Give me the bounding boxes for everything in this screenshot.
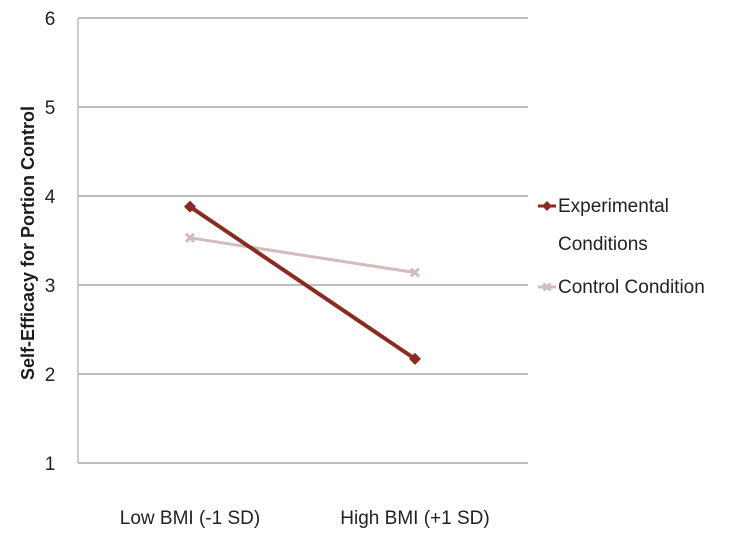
- series-1-point-1: [409, 267, 421, 278]
- y-axis-label: Self-Efficacy for Portion Control: [18, 106, 38, 380]
- y-tick-label: 1: [45, 454, 56, 475]
- x-tick-labels: Low BMI (-1 SD) High BMI (+1 SD): [120, 508, 490, 529]
- legend-label-1: Control Condition: [558, 277, 705, 298]
- series-1-point-0: [184, 232, 196, 243]
- x-tick-label: High BMI (+1 SD): [340, 508, 489, 529]
- legend: Experimental Conditions Control Condition: [538, 196, 705, 298]
- y-tick-label: 3: [45, 276, 56, 297]
- x-tick-label: Low BMI (-1 SD): [120, 508, 260, 529]
- series-1-line: [189, 236, 416, 275]
- series-0-line: [188, 205, 417, 361]
- legend-label-0: Conditions: [558, 234, 648, 255]
- series-0-point-1: [409, 352, 421, 365]
- y-tick-label: 4: [45, 187, 56, 208]
- y-tick-label: 6: [45, 9, 56, 30]
- gridlines: [78, 17, 528, 464]
- legend-marker-0: [542, 201, 552, 211]
- y-tick-label: 2: [45, 365, 56, 386]
- series-layer: [184, 200, 421, 365]
- legend-label-0: Experimental: [558, 196, 669, 217]
- y-tick-label: 5: [45, 98, 56, 119]
- y-tick-labels: 1 2 3 4 5 6: [45, 9, 56, 475]
- series-0-point-0: [184, 200, 196, 213]
- legend-marker-1: [542, 282, 552, 292]
